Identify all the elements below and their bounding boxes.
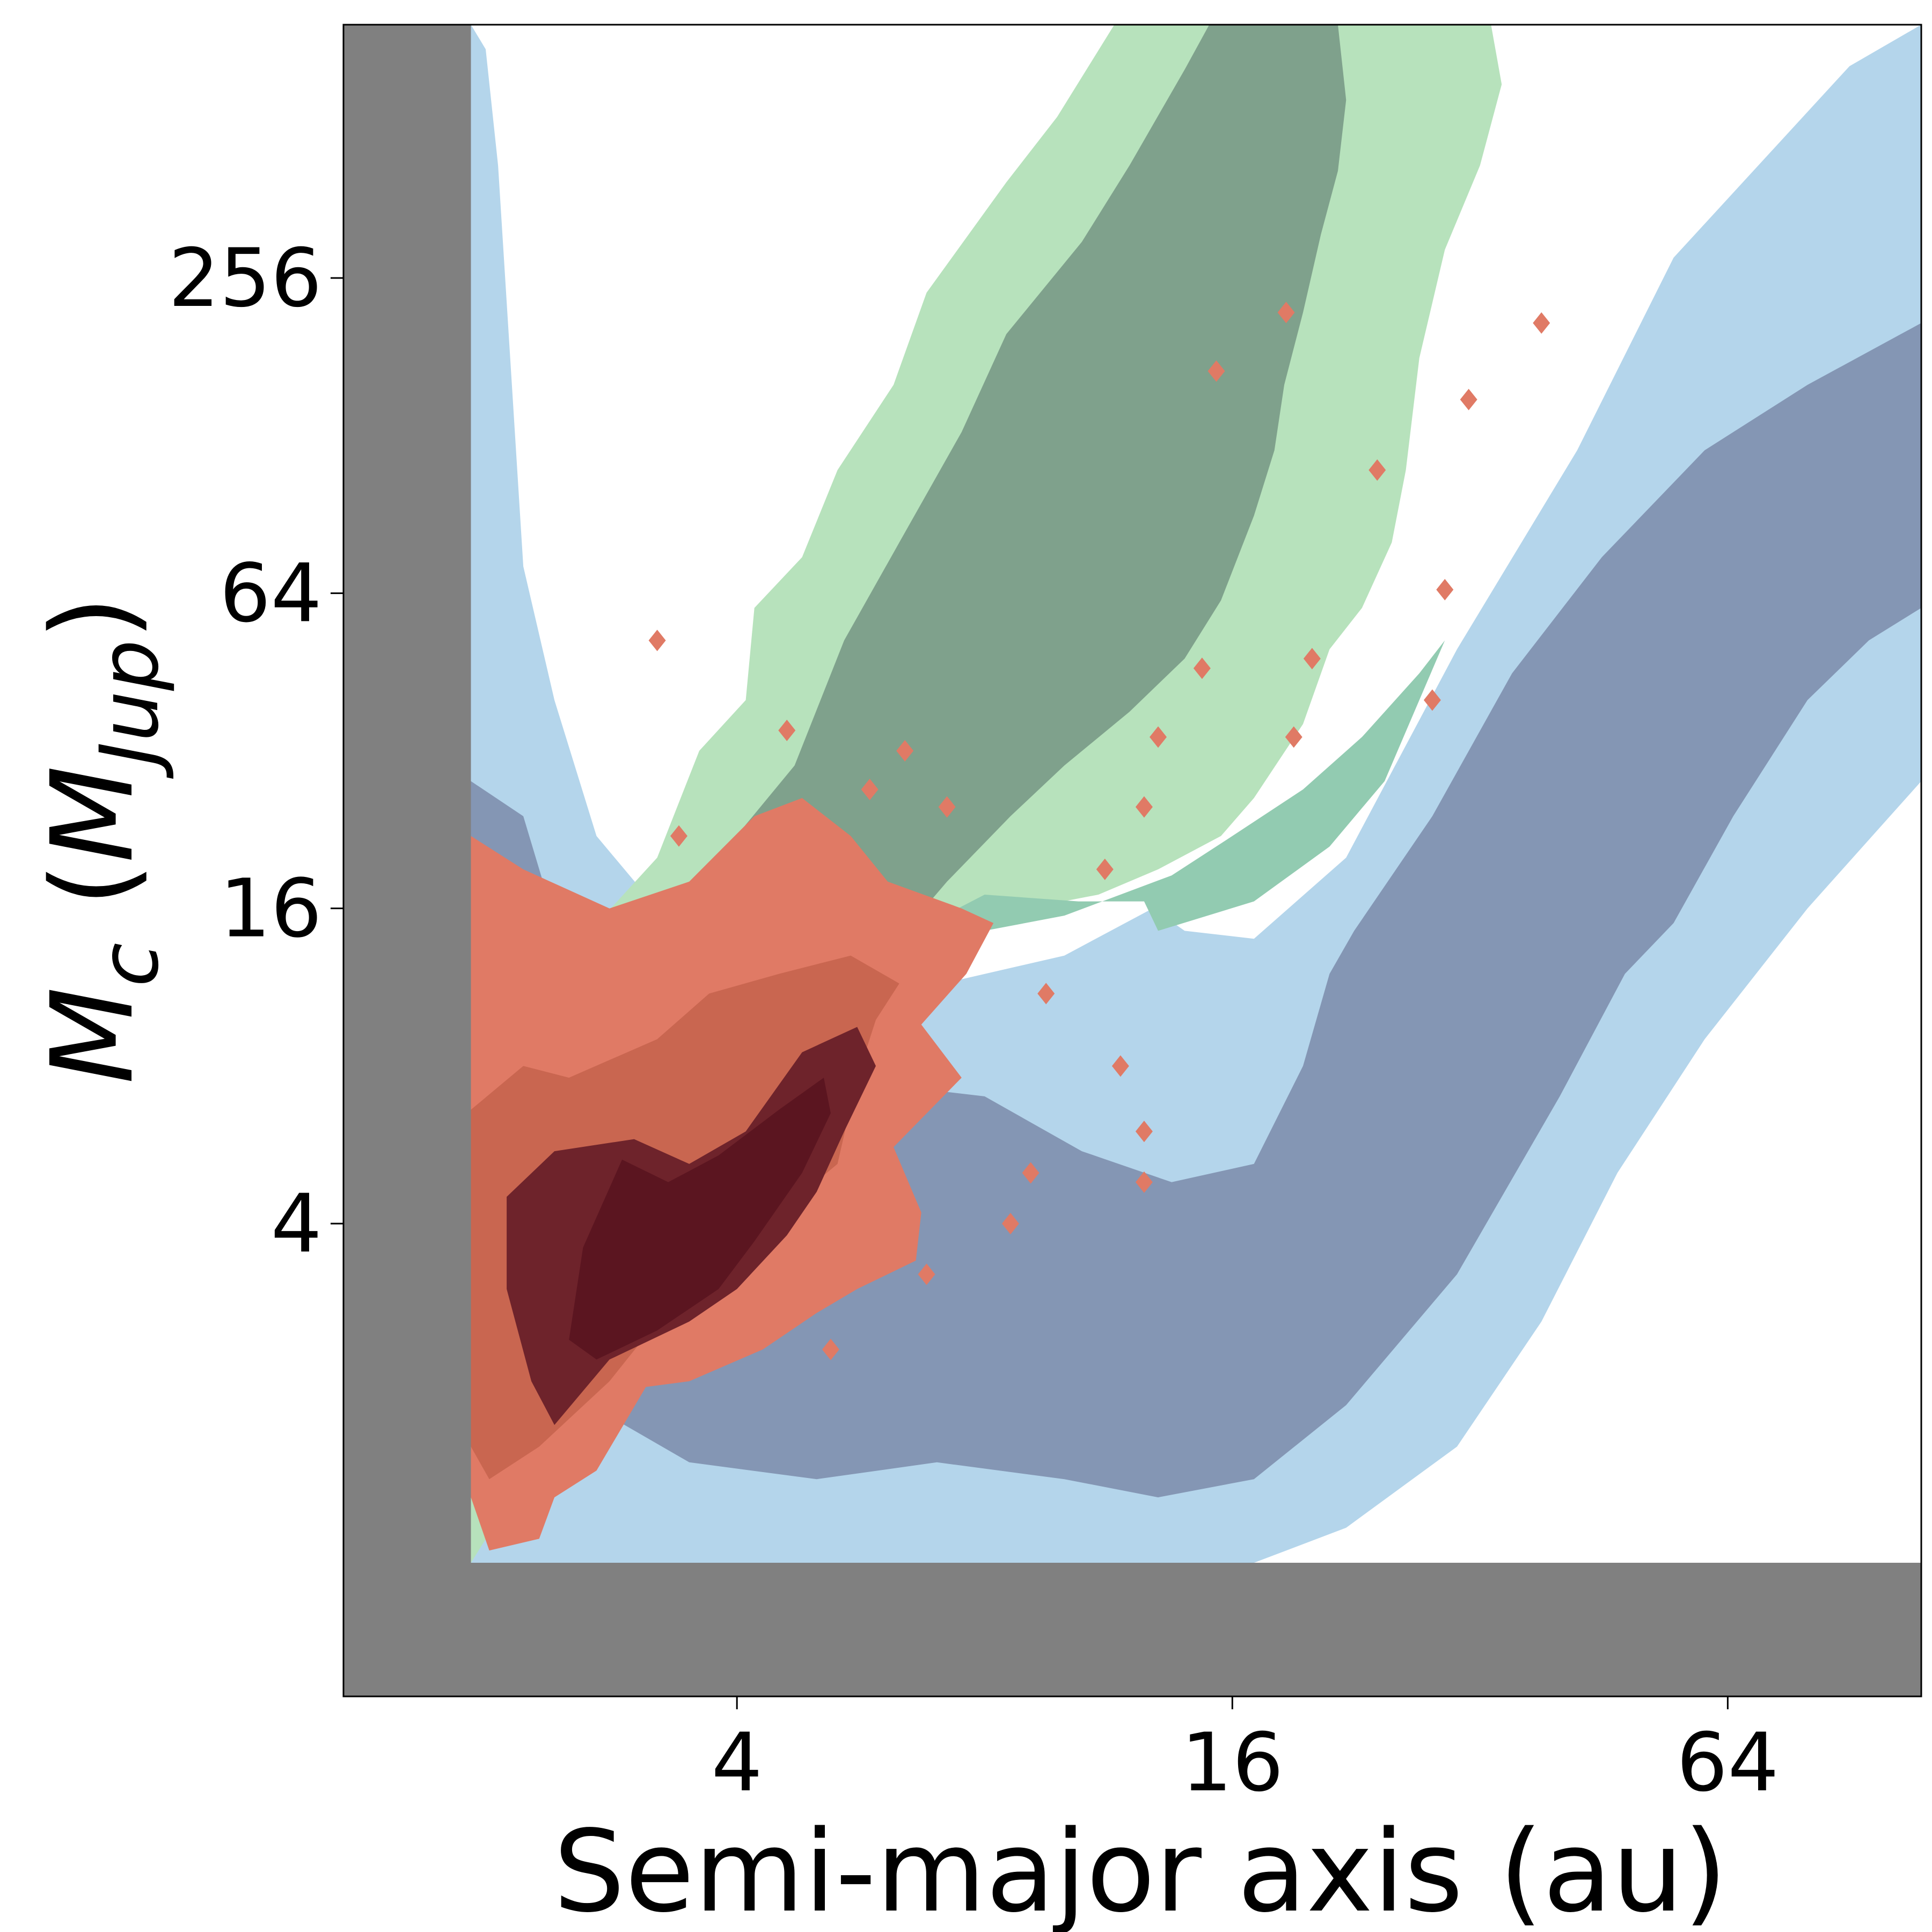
plot-area — [343, 25, 1921, 1696]
red-island — [1135, 796, 1153, 818]
red-island — [861, 778, 879, 800]
excluded-region-left — [343, 25, 471, 1696]
red-island — [1436, 579, 1454, 601]
red-island — [1001, 1213, 1019, 1235]
excluded-region — [343, 25, 1921, 1696]
red-island — [1277, 302, 1295, 324]
x-axis: 4 16 64 — [711, 1696, 1779, 1810]
red-island — [1022, 1162, 1040, 1184]
red-island — [1533, 312, 1550, 334]
red-island — [778, 720, 796, 742]
red-island — [1096, 858, 1114, 880]
red-island — [1135, 1171, 1153, 1193]
scatter-islands — [648, 302, 1550, 1360]
red-island — [822, 1338, 839, 1360]
red-island — [1423, 689, 1441, 711]
red-island — [938, 796, 956, 818]
plot-frame — [342, 24, 1922, 1697]
x-tick-label: 16 — [1181, 1716, 1284, 1810]
red-island — [1368, 459, 1386, 481]
red-island — [1208, 360, 1225, 382]
y-axis: 4 16 64 256 — [169, 232, 343, 1271]
red-island — [1135, 1121, 1153, 1143]
red-island — [1193, 657, 1211, 679]
y-tick-label: 16 — [219, 862, 322, 956]
red-island — [1037, 983, 1055, 1005]
density-contours — [471, 25, 1921, 1563]
y-tick-label: 4 — [271, 1177, 322, 1271]
red-island — [1285, 726, 1302, 748]
red-island — [1111, 1055, 1129, 1077]
red-island — [896, 740, 914, 762]
x-tick-label: 64 — [1677, 1716, 1779, 1810]
red-island — [918, 1263, 935, 1285]
red-island — [670, 825, 687, 847]
contour-green-inner — [689, 25, 1346, 960]
red-island — [1460, 389, 1477, 411]
x-tick-label: 4 — [711, 1716, 762, 1810]
red-island — [648, 630, 666, 652]
y-axis-label: Mc (MJup) — [27, 596, 177, 1084]
y-tick-label: 64 — [219, 547, 322, 640]
x-axis-label: Semi-major axis (au) — [553, 1806, 1727, 1932]
excluded-region-bottom — [343, 1562, 1921, 1696]
red-island — [1303, 648, 1321, 670]
red-island — [1150, 726, 1167, 748]
y-tick-label: 256 — [169, 232, 322, 325]
contour-red-core — [569, 1078, 831, 1360]
